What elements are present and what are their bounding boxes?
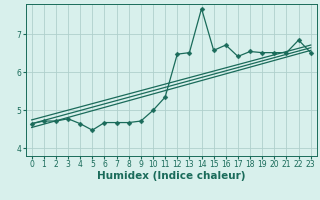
X-axis label: Humidex (Indice chaleur): Humidex (Indice chaleur) [97, 171, 245, 181]
